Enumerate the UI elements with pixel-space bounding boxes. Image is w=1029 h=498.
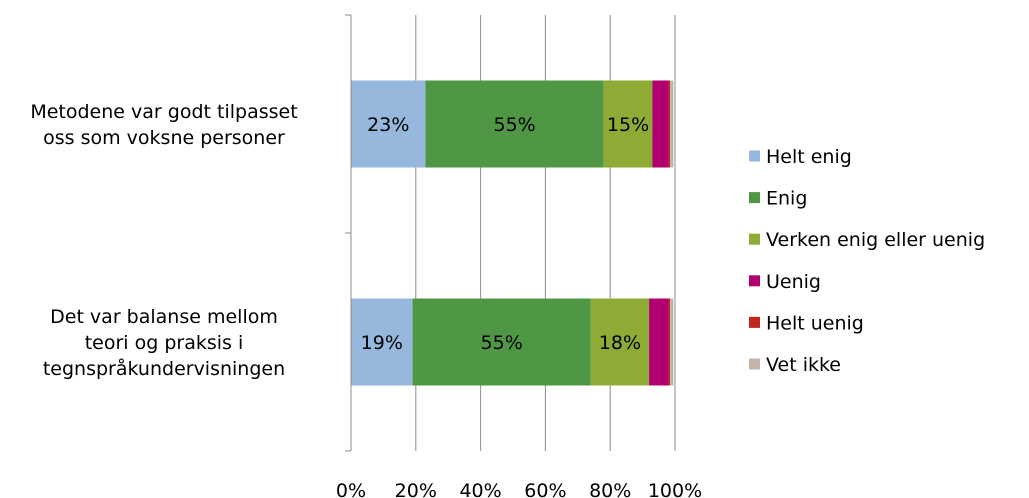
bars [351, 80, 674, 386]
data-label: 55% [494, 114, 536, 136]
legend-swatch [749, 358, 760, 370]
category-label: tegnspråkundervisningen [43, 357, 285, 380]
bar-segment [590, 298, 650, 386]
x-tick-label: 20% [395, 480, 437, 498]
category-label: oss som voksne personer [43, 127, 285, 149]
legend-swatch [749, 192, 760, 204]
data-label: 15% [607, 114, 649, 136]
x-tick-label: 40% [459, 480, 501, 498]
bar-segment [412, 298, 591, 386]
bar-segment [351, 80, 426, 168]
x-tick-label: 60% [524, 480, 566, 498]
data-label: 55% [481, 332, 523, 354]
legend-swatch [749, 150, 760, 162]
legend-swatch [749, 275, 760, 287]
bar-segment [603, 80, 653, 168]
legend-label: Enig [766, 188, 807, 210]
bar-segment [668, 80, 671, 168]
labels: 0% 20% 40% 60% 80% 100% 23% 55% 15% Metodene var … [30, 101, 702, 498]
bar-segment [351, 298, 413, 386]
category-label: teori og praksis i [85, 332, 244, 354]
data-label: 19% [361, 332, 403, 354]
axes [345, 14, 352, 452]
bar-segment [652, 80, 669, 168]
category-label: Det var balanse mellom [50, 306, 278, 328]
bar-segment [668, 298, 671, 386]
x-tick-label: 100% [648, 480, 702, 498]
bar-segment [670, 298, 674, 386]
legend-label: Verken enig eller uenig [766, 229, 985, 251]
x-tick-label: 0% [336, 480, 366, 498]
legend-label: Uenig [766, 271, 821, 293]
category-label: Metodene var godt tilpasset [30, 101, 297, 123]
legend: Helt enig Enig Verken enig eller uenig Ueni… [749, 146, 985, 376]
legend-label: Helt enig [766, 146, 852, 168]
bar-segment [670, 80, 674, 168]
x-tick-label: 80% [589, 480, 631, 498]
legend-swatch [749, 233, 760, 245]
bar-segment [425, 80, 604, 168]
bar-segment [649, 298, 669, 386]
legend-swatch [749, 316, 760, 328]
data-label: 18% [599, 332, 641, 354]
legend-label: Vet ikke [766, 354, 841, 376]
legend-label: Helt uenig [766, 312, 864, 334]
gridlines [415, 15, 676, 451]
data-label: 23% [367, 114, 409, 136]
